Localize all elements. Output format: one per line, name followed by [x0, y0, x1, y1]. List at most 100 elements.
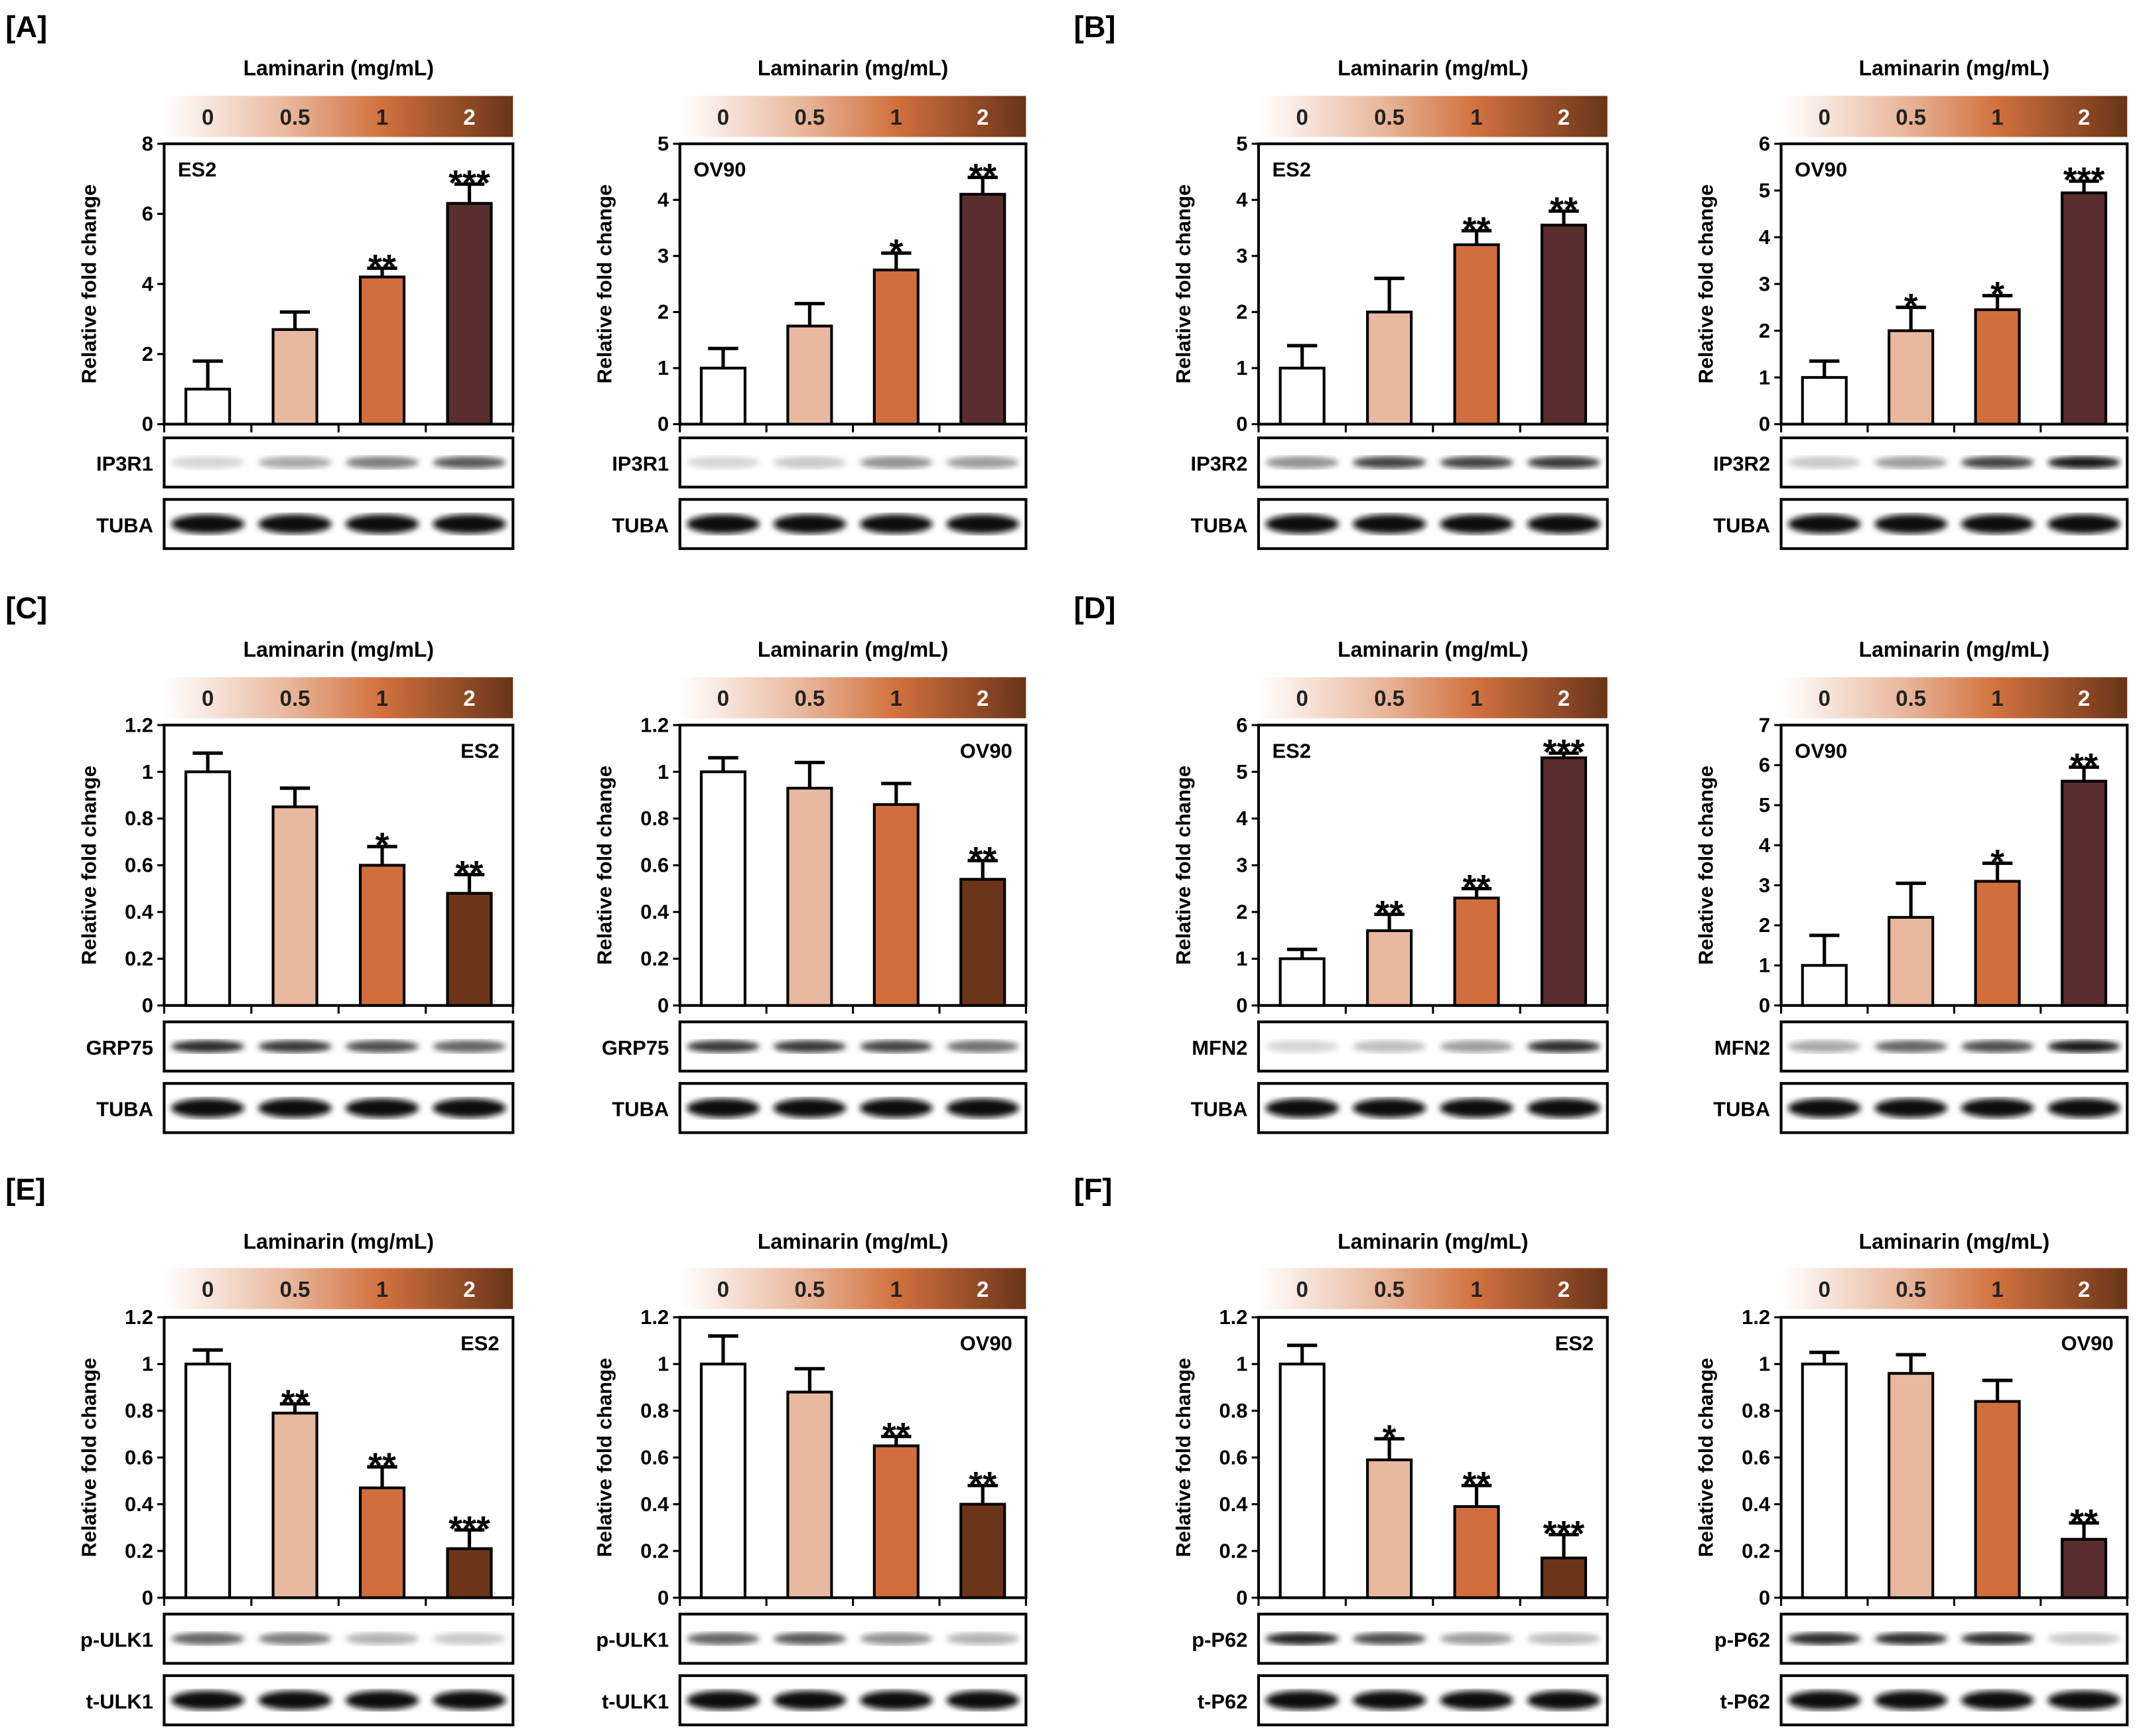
- bar-chart-ov90: Laminarin (mg/mL) 0 0.5 1 2 0 1 2 3 4 5 Relative fo…: [593, 56, 1028, 551]
- blot-band: [1961, 456, 2034, 469]
- blot-label: t-ULK1: [602, 1690, 669, 1713]
- blot-band: [258, 514, 332, 534]
- significance-stars: **: [969, 840, 997, 880]
- y-tick-label: 0.8: [640, 1399, 669, 1422]
- western-blot-tuba: TUBA: [96, 1082, 515, 1134]
- dose-gradient-bar: [679, 677, 1026, 718]
- blot-band: [1440, 456, 1513, 469]
- y-tick-label: 5: [1759, 179, 1770, 202]
- y-tick-label: 0: [657, 413, 669, 436]
- blot-band: [860, 1098, 933, 1118]
- y-tick-label: 1: [142, 1353, 153, 1376]
- blot-band: [1352, 456, 1426, 469]
- bar: [2060, 1538, 2108, 1599]
- blot-band: [1874, 514, 1947, 534]
- y-tick-label: 0.2: [640, 1539, 669, 1562]
- bar-chart-ov90: Laminarin (mg/mL) 0 0.5 1 2 0 1 2 3 4 5 6 7 Relative …: [1694, 637, 2129, 1134]
- blot-band: [433, 1040, 506, 1053]
- bar-chart-ov90: Laminarin (mg/mL) 0 0.5 1 2 0 0.2 0.4 0.6 0.8 1 1.2…: [593, 1230, 1028, 1727]
- bar: [1279, 1363, 1326, 1599]
- y-tick-label: 0.2: [125, 1539, 153, 1562]
- blot-band: [2047, 1040, 2120, 1053]
- y-tick-label: 1.2: [640, 713, 669, 736]
- y-tick-label: 0.2: [1219, 1539, 1247, 1562]
- significance-stars: **: [368, 1446, 396, 1486]
- significance-stars: *: [1990, 275, 2004, 314]
- western-blot-t-p62: t-P62: [1198, 1674, 1609, 1727]
- blot-label: GRP75: [602, 1036, 669, 1059]
- blot-band: [345, 456, 419, 469]
- bar-chart-ov90: Laminarin (mg/mL) 0 0.5 1 2 0 0.2 0.4 0.6 0.8 1 1.2…: [1694, 1230, 2129, 1727]
- y-tick-label: 0.8: [1742, 1399, 1770, 1422]
- chart-title: Laminarin (mg/mL): [758, 1230, 948, 1254]
- bar: [699, 366, 747, 426]
- dose-label: 2: [1558, 1277, 1570, 1302]
- y-axis-label: Relative fold change: [593, 184, 616, 384]
- blot-band: [1787, 1633, 1861, 1645]
- y-tick-label: 1.2: [125, 1305, 153, 1329]
- y-tick-label: 0: [1759, 994, 1770, 1017]
- blot-band: [687, 514, 760, 534]
- chart-title: Laminarin (mg/mL): [243, 1230, 434, 1254]
- y-tick-label: 6: [142, 202, 153, 226]
- dose-label: 0: [1819, 105, 1831, 129]
- blot-band: [1265, 514, 1339, 534]
- bar: [1453, 243, 1500, 426]
- bar: [1540, 1556, 1588, 1599]
- y-tick-label: 4: [1759, 833, 1771, 856]
- dose-label: 0.5: [280, 1277, 311, 1302]
- y-tick-label: 2: [1759, 913, 1770, 937]
- dose-label: 1: [1991, 1277, 2003, 1302]
- y-tick-label: 1: [1236, 1353, 1247, 1376]
- dose-label: 0.5: [1374, 686, 1405, 710]
- dose-label: 2: [463, 686, 475, 710]
- blot-band: [2047, 1098, 2120, 1118]
- bar: [786, 324, 833, 426]
- y-tick-label: 0.2: [640, 947, 669, 970]
- y-tick-label: 0.4: [640, 1493, 669, 1516]
- y-tick-label: 4: [1236, 807, 1248, 830]
- blot-band: [687, 1040, 760, 1053]
- dose-label: 1: [1470, 686, 1482, 710]
- dose-gradient-bar: [1781, 96, 2128, 137]
- western-blot-ip3r1: IP3R1: [96, 436, 515, 489]
- y-tick-label: 0: [142, 1586, 153, 1609]
- blot-band: [258, 1633, 332, 1645]
- dose-label: 0: [717, 105, 729, 129]
- bar: [699, 1363, 747, 1599]
- significance-stars: ***: [449, 163, 490, 203]
- bar-chart-ov90: Laminarin (mg/mL) 0 0.5 1 2 0 1 2 3 4 5 6 Relative f…: [1694, 56, 2129, 551]
- blot-label: IP3R2: [1191, 452, 1248, 476]
- western-blot-t-ulk1: t-ULK1: [86, 1674, 515, 1727]
- dose-label: 0: [717, 1277, 729, 1302]
- dose-label: 0.5: [1374, 1277, 1405, 1302]
- y-tick-label: 1: [1759, 1353, 1770, 1376]
- bar: [1366, 929, 1413, 1007]
- bar: [1974, 308, 2021, 426]
- significance-stars: **: [281, 1383, 309, 1423]
- y-tick-label: 0.2: [1742, 1539, 1770, 1562]
- blot-label: t-P62: [1198, 1690, 1248, 1713]
- y-tick-label: 4: [1236, 188, 1248, 212]
- blot-band: [773, 1040, 847, 1053]
- y-tick-label: 0.4: [125, 1493, 154, 1516]
- blot-band: [860, 514, 933, 534]
- bar: [959, 192, 1006, 426]
- bar-chart-es2: Laminarin (mg/mL) 0 0.5 1 2 0 1 2 3 4 5 Relative fo…: [1172, 56, 1609, 551]
- y-tick-label: 2: [1236, 300, 1247, 324]
- blot-band: [1787, 456, 1861, 469]
- significance-stars: *: [1904, 287, 1918, 326]
- bar: [1888, 915, 1935, 1007]
- western-blot-t-ulk1: t-ULK1: [602, 1674, 1028, 1727]
- dose-label: 1: [890, 105, 902, 129]
- dose-gradient-bar: [1781, 677, 2128, 718]
- y-tick-label: 5: [1236, 132, 1247, 155]
- blot-band: [860, 1040, 933, 1053]
- dose-gradient-bar: [1258, 96, 1608, 137]
- y-axis-label: Relative fold change: [77, 184, 100, 384]
- significance-stars: ***: [1543, 1514, 1585, 1554]
- bar: [184, 770, 232, 1007]
- blot-label: t-P62: [1720, 1690, 1770, 1713]
- blot-band: [1787, 1690, 1861, 1710]
- y-tick-label: 3: [657, 244, 669, 267]
